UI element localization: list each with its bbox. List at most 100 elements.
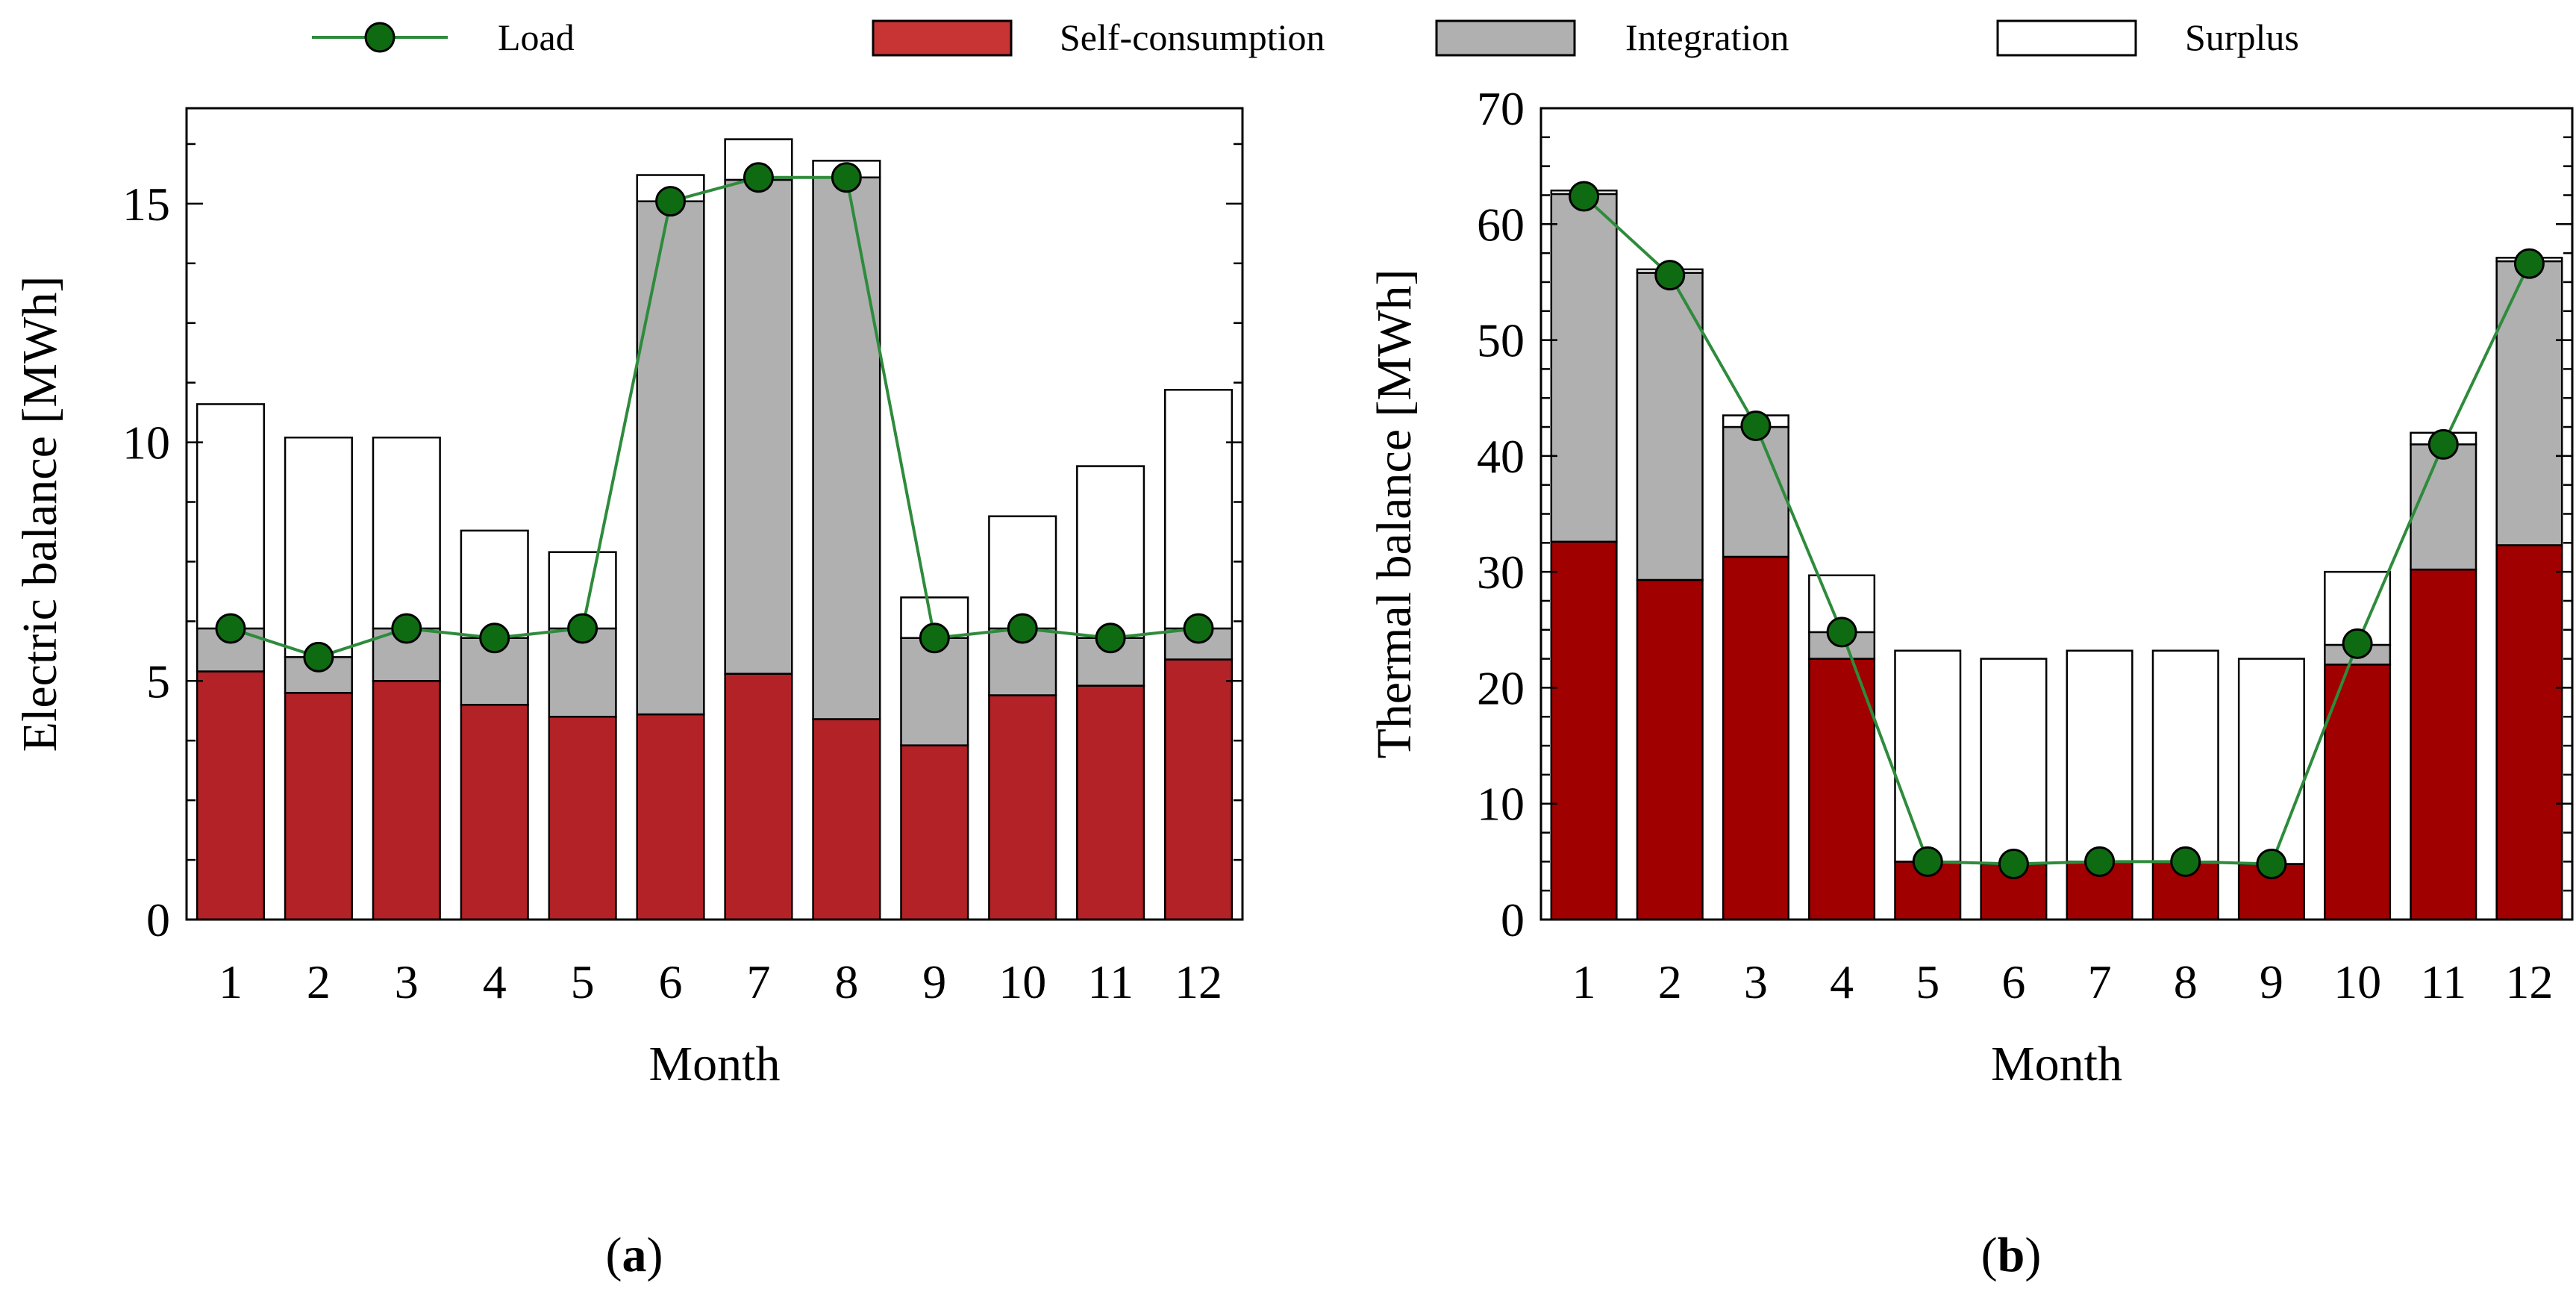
ytick-label-a-5: 5 [146,655,170,708]
load-marker-b-4 [1826,617,1857,648]
bar-surplus-a-2 [284,436,353,658]
bar-integration-b-11 [2410,443,2477,571]
load-marker-b-2 [1654,260,1686,291]
load-marker-b-7 [2084,846,2116,877]
xtick-label-a-4: 4 [483,955,507,1008]
load-marker-b-6 [1998,848,2029,879]
ytick-label-b-30: 30 [1477,546,1525,599]
bar-self-consumption-b-3 [1722,555,1789,921]
ytick-label-b-50: 50 [1477,314,1525,367]
load-marker-a-3 [391,613,422,644]
load-marker-b-1 [1569,181,1600,212]
bar-self-consumption-a-6 [636,713,705,921]
xtick-label-a-12: 12 [1175,955,1222,1008]
load-marker-b-8 [2170,846,2201,877]
bar-self-consumption-b-1 [1550,540,1618,921]
ytick-label-a-0: 0 [146,893,170,946]
xtick-label-b-8: 8 [2174,955,2198,1008]
ytick-label-a-15: 15 [122,178,170,231]
bar-integration-a-4 [460,637,529,706]
y-axis-title-b: Thermal balance [MWh] [1367,269,1422,758]
xtick-label-b-3: 3 [1744,955,1768,1008]
bar-self-consumption-a-11 [1076,684,1145,921]
bar-integration-a-9 [900,637,969,746]
axes-frame-a [185,107,1244,921]
xtick-label-a-5: 5 [571,955,595,1008]
xtick-label-b-4: 4 [1830,955,1854,1008]
load-marker-a-1 [215,613,246,644]
legend-load: Load [312,16,575,58]
legend-self-consumption-swatch [872,19,1013,57]
xtick-label-a-10: 10 [998,955,1046,1008]
bar-surplus-a-1 [196,403,266,630]
legend-surplus-swatch [1996,19,2137,57]
load-marker-a-11 [1095,622,1126,654]
bar-surplus-b-9 [2237,658,2305,865]
load-marker-b-9 [2256,848,2287,879]
load-marker-a-12 [1183,613,1214,644]
xtick-label-a-8: 8 [834,955,858,1008]
legend-load-label: Load [498,16,575,58]
bar-self-consumption-a-8 [812,718,881,921]
xtick-label-a-11: 11 [1087,955,1134,1008]
load-marker-b-3 [1740,410,1772,441]
xtick-label-a-2: 2 [307,955,331,1008]
load-marker-a-6 [655,186,687,217]
xtick-label-b-1: 1 [1572,955,1596,1008]
ytick-label-b-10: 10 [1477,778,1525,831]
bar-self-consumption-a-7 [724,673,793,921]
legend-integration: Integration [1435,16,1789,58]
ytick-label-b-0: 0 [1501,893,1525,946]
bar-surplus-b-8 [2151,649,2219,863]
load-marker-a-9 [919,622,950,654]
load-marker-a-7 [743,162,774,193]
load-line-b [1583,195,2531,866]
bar-surplus-a-12 [1163,389,1234,630]
load-marker-a-8 [831,162,862,193]
legend-surplus-label: Surplus [2185,16,2299,58]
bar-self-consumption-a-9 [900,744,969,921]
panel-label-b: (b) [1981,1228,2042,1282]
load-marker-a-2 [303,641,334,673]
panel-label-a: (a) [606,1228,663,1282]
ytick-label-a-10: 10 [122,416,170,469]
bar-self-consumption-b-4 [1808,658,1876,921]
bar-self-consumption-a-12 [1163,658,1234,921]
load-marker-b-11 [2427,428,2459,460]
bar-surplus-a-4 [460,529,529,639]
bar-self-consumption-a-1 [196,670,266,921]
legend-integration-label: Integration [1625,16,1789,58]
bar-self-consumption-a-3 [372,680,441,921]
bar-self-consumption-b-2 [1636,578,1704,921]
xtick-label-a-6: 6 [659,955,683,1008]
bar-self-consumption-b-12 [2495,544,2563,921]
bar-surplus-a-11 [1076,465,1145,639]
bar-surplus-b-5 [1894,649,1962,863]
x-axis-title-b: Month [1991,1037,2122,1091]
bar-integration-b-2 [1636,272,1704,581]
xtick-label-b-6: 6 [2001,955,2025,1008]
bar-surplus-a-10 [988,515,1057,630]
legend-load-marker [364,22,396,53]
bar-self-consumption-a-4 [460,704,529,921]
xtick-label-a-1: 1 [219,955,243,1008]
panel-letter-a: a [622,1228,647,1282]
bar-self-consumption-b-10 [2324,664,2392,921]
legend-integration-swatch [1435,19,1576,57]
xtick-label-a-3: 3 [395,955,419,1008]
xtick-label-b-5: 5 [1916,955,1939,1008]
xtick-label-b-9: 9 [2260,955,2283,1008]
x-axis-title-a: Month [648,1037,780,1091]
bar-self-consumption-b-11 [2410,568,2477,921]
xtick-label-b-2: 2 [1658,955,1682,1008]
bar-integration-b-3 [1722,425,1789,558]
xtick-label-a-7: 7 [746,955,770,1008]
load-marker-a-4 [479,622,510,654]
bar-integration-a-6 [636,200,705,716]
xtick-label-b-12: 12 [2505,955,2553,1008]
ytick-label-b-20: 20 [1477,661,1525,714]
xtick-label-b-10: 10 [2333,955,2381,1008]
bar-integration-b-1 [1550,193,1618,543]
